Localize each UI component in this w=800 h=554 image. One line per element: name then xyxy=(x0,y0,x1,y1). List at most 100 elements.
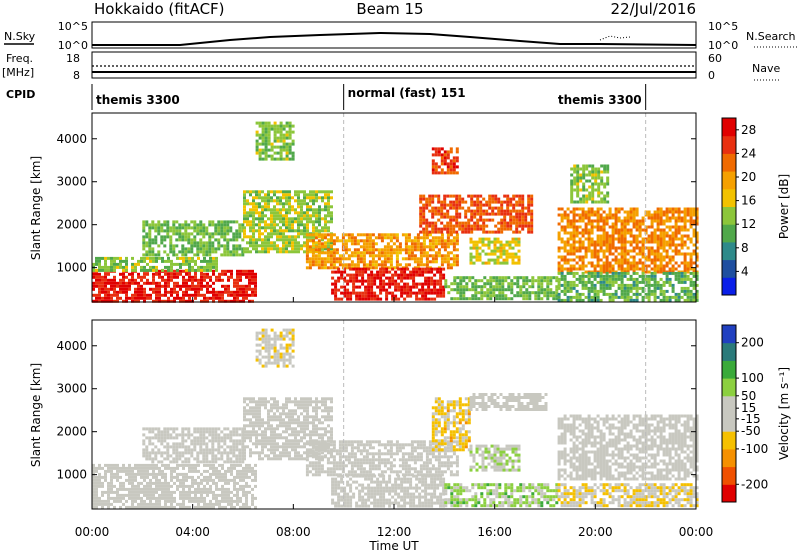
power-colorbar-label: Power [dB] xyxy=(777,174,791,239)
velocity-colorbar-swatch xyxy=(722,342,736,361)
velocity-ytick-label: 3000 xyxy=(56,382,87,396)
power-colorbar-swatch xyxy=(722,224,736,243)
freq-label: Freq. xyxy=(6,52,33,65)
velocity-ytick-label: 2000 xyxy=(56,425,87,439)
velocity-colorbar-swatch xyxy=(722,378,736,397)
power-colorbar-swatch xyxy=(722,277,736,296)
velocity-colorbar-tick: 200 xyxy=(741,336,764,350)
nave-label: Nave xyxy=(752,62,780,75)
velocity-colorbar-tick: 100 xyxy=(741,371,764,385)
power-colorbar-swatch xyxy=(722,206,736,225)
power-colorbar-tick: 28 xyxy=(741,123,756,137)
velocity-colorbar-swatch xyxy=(722,325,736,344)
power-panel: 1000 2000 3000 4000 Slant Range [km] 4 8 12 16… xyxy=(29,112,791,303)
nave-tick-top: 60 xyxy=(708,52,722,65)
velocity-region-7 xyxy=(444,483,559,508)
power-region-7 xyxy=(431,147,459,175)
velocity-colorbar-swatch xyxy=(722,360,736,379)
velocity-colorbar-swatch xyxy=(722,395,736,414)
velocity-region-0 xyxy=(92,463,257,509)
velocity-region-10 xyxy=(557,483,699,508)
power-region-3 xyxy=(243,190,333,254)
power-ytick-label: 3000 xyxy=(56,175,87,189)
velocity-colorbar-tick: -15 xyxy=(741,412,761,426)
cpid-label: CPID xyxy=(6,88,35,101)
x-tick-label: 00:00 xyxy=(679,525,714,539)
nsky-label: N.Sky xyxy=(4,30,36,43)
noise-left-bottom: 10^0 xyxy=(58,39,88,52)
date-title: 22/Jul/2016 xyxy=(611,0,696,18)
power-region-6 xyxy=(419,194,534,234)
power-colorbar-swatch xyxy=(722,188,736,207)
velocity-colorbar-tick: -100 xyxy=(741,442,768,456)
power-region-0 xyxy=(92,269,257,303)
noise-left-top: 10^5 xyxy=(58,20,88,33)
x-tick-label: 20:00 xyxy=(578,525,613,539)
velocity-colorbar-swatch xyxy=(722,448,736,468)
velocity-region-9 xyxy=(557,414,699,481)
noise-panel: N.Sky 10^5 10^0 10^5 10^0 N.Search xyxy=(4,20,798,52)
power-colorbar-swatch xyxy=(722,259,736,278)
power-colorbar-tick: 4 xyxy=(741,264,749,278)
velocity-region-2 xyxy=(243,397,333,461)
x-tick-label: 04:00 xyxy=(175,525,210,539)
velocity-ytick-label: 4000 xyxy=(56,339,87,353)
nsearch-label: N.Search xyxy=(746,30,796,43)
freq-tick-bottom: 8 xyxy=(73,69,80,82)
power-region-13 xyxy=(255,121,295,161)
cpid-panel: CPID themis 3300 normal (fast) 151 themis … xyxy=(6,84,647,110)
velocity-colorbar-swatch xyxy=(722,484,736,503)
power-ytick-label: 1000 xyxy=(56,261,87,275)
power-colorbar-tick: 20 xyxy=(741,170,756,184)
velocity-colorbar-swatch xyxy=(722,431,736,450)
velocity-colorbar-swatch xyxy=(722,466,736,485)
velocity-region-4 xyxy=(331,474,446,508)
freq-tick-top: 18 xyxy=(66,52,80,65)
power-colorbar-tick: 16 xyxy=(741,194,756,208)
x-tick-label: 08:00 xyxy=(276,525,311,539)
power-colorbar-tick: 24 xyxy=(741,146,756,160)
x-axis-label: Time UT xyxy=(368,539,419,553)
power-colorbar-swatch xyxy=(722,135,736,154)
velocity-region-11 xyxy=(255,328,295,368)
power-colorbar-swatch xyxy=(722,241,736,261)
velocity-panel: 1000 2000 3000 4000 Slant Range [km] -200 -1… xyxy=(29,319,791,510)
power-region-9 xyxy=(469,237,521,265)
noise-right-top: 10^5 xyxy=(708,20,738,33)
power-region-11 xyxy=(557,271,699,302)
power-region-2 xyxy=(142,220,245,257)
cpid-segment-label: themis 3300 xyxy=(96,93,180,107)
velocity-colorbar-label: Velocity [m s⁻¹] xyxy=(777,367,791,460)
power-region-1 xyxy=(92,256,218,272)
power-region-8 xyxy=(444,276,559,301)
velocity-region-8 xyxy=(469,444,521,472)
power-region-10 xyxy=(557,207,699,274)
velocity-region-6 xyxy=(469,393,548,411)
velocity-colorbar-tick: -200 xyxy=(741,477,768,491)
freq-unit-label: [MHz] xyxy=(2,66,34,79)
power-colorbar-tick: 8 xyxy=(741,241,749,255)
power-colorbar-swatch xyxy=(722,118,736,137)
power-ylabel: Slant Range [km] xyxy=(29,156,43,260)
velocity-colorbar-swatch xyxy=(722,413,736,432)
noise-right-bottom: 10^0 xyxy=(708,39,738,52)
velocity-region-1 xyxy=(142,427,245,464)
beam-title: Beam 15 xyxy=(356,0,423,18)
power-region-12 xyxy=(570,164,610,204)
velocity-ylabel: Slant Range [km] xyxy=(29,363,43,467)
x-tick-label: 12:00 xyxy=(377,525,412,539)
power-ytick-label: 4000 xyxy=(56,132,87,146)
velocity-region-5 xyxy=(431,397,471,452)
power-ytick-label: 2000 xyxy=(56,218,87,232)
nsearch-trace xyxy=(599,35,631,41)
velocity-colorbar-tick: 50 xyxy=(741,389,756,403)
cpid-segment-label: normal (fast) 151 xyxy=(348,86,466,100)
x-tick-label: 00:00 xyxy=(75,525,110,539)
velocity-ytick-label: 1000 xyxy=(56,468,87,482)
frequency-panel: Freq. [MHz] 18 8 60 0 Nave xyxy=(2,51,780,82)
velocity-colorbar-tick: 15 xyxy=(741,401,756,415)
x-tick-label: 16:00 xyxy=(477,525,512,539)
velocity-colorbar-tick: -50 xyxy=(741,424,761,438)
power-colorbar-swatch xyxy=(722,171,736,190)
